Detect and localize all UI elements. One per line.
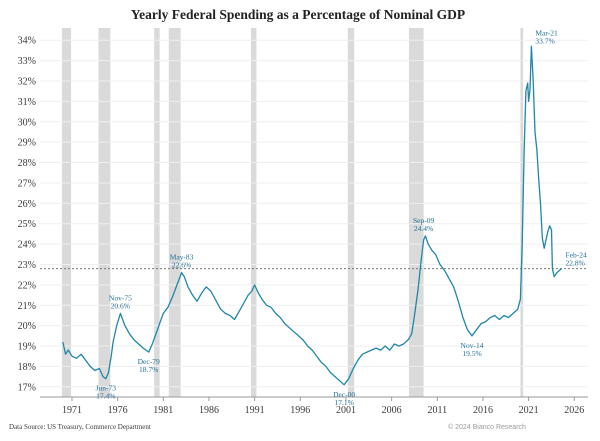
y-tick-label: 19% [18,342,36,353]
x-tick-label: 2026 [564,405,584,416]
series-layer [62,45,562,386]
y-tick-label: 22% [18,280,36,291]
y-tick-label: 23% [18,260,36,271]
y-tick-label: 34% [18,36,36,47]
x-tick-label: 1971 [62,405,82,416]
chart-title: Yearly Federal Spending as a Percentage … [131,7,465,22]
annotation-value: 20.6% [111,301,130,310]
y-tick-label: 30% [18,117,36,128]
y-tick-label: 31% [18,97,36,108]
x-tick-label: 1991 [245,405,265,416]
annotation-date: Mar-21 [535,28,558,37]
y-tick-label: 33% [18,56,36,67]
axes: 17% 18% 19% 20% 21% 22% 23% 24% 25% 26% 27% 28% 29% 3… [18,36,588,416]
annotation-value: 18.7% [139,365,158,374]
annotation-value: 22.8% [566,259,585,268]
y-tick-label: 20% [18,321,36,332]
recession-band [250,28,257,397]
y-tick-label: 27% [18,178,36,189]
x-tick-label: 1981 [153,405,173,416]
watermark: © 2024 Bianco Research [448,423,526,431]
annotation-date: Feb-24 [566,251,587,260]
recession-band [347,28,355,397]
annotation-date: Dec-00 [333,390,355,399]
annotation-value: 33.7% [535,36,554,45]
x-tick-label: 2001 [336,405,356,416]
recession-band [408,28,424,397]
y-gridlines [40,39,588,388]
annotation-value: 19.5% [462,349,481,358]
annotation-date: Jun-73 [96,384,117,393]
y-tick-label: 26% [18,199,36,210]
annotation-date: May-83 [170,253,194,262]
x-tick-label: 2021 [519,405,539,416]
annotation-date: Nov-75 [109,293,132,302]
annotation-value: 24.4% [414,224,433,233]
recession-bands [61,28,524,397]
annotation-value: 17.1% [334,398,353,407]
x-tick-label: 2016 [473,405,493,416]
recession-band [98,28,111,397]
y-tick-label: 28% [18,158,36,169]
y-tick-label: 17% [18,382,36,393]
recession-band [61,28,72,397]
series-line [62,45,562,386]
y-tick-label: 24% [18,240,36,251]
annotations: Jun-7317.4%Nov-7520.6%Dec-7918.7%May-832… [96,28,587,406]
y-tick-label: 21% [18,301,36,312]
y-tick-label: 18% [18,362,36,373]
x-tick-label: 1976 [108,405,128,416]
y-tick-label: 29% [18,138,36,149]
annotation-date: Sep-09 [413,216,434,225]
y-tick-label: 32% [18,77,36,88]
annotation-value: 22.6% [172,261,191,270]
annotation-value: 17.4% [96,392,115,401]
x-tick-label: 2011 [427,405,447,416]
source-note: Data Source: US Treasury, Commerce Depar… [9,423,151,431]
recession-band [168,28,181,397]
x-tick-label: 1986 [199,405,219,416]
x-tick-label: 1996 [290,405,310,416]
x-tick-label: 2006 [382,405,402,416]
annotation-date: Dec-79 [138,357,160,366]
recession-band [520,28,524,397]
y-tick-label: 25% [18,219,36,230]
recession-band [154,28,160,397]
annotation-date: Nov-14 [461,341,484,350]
